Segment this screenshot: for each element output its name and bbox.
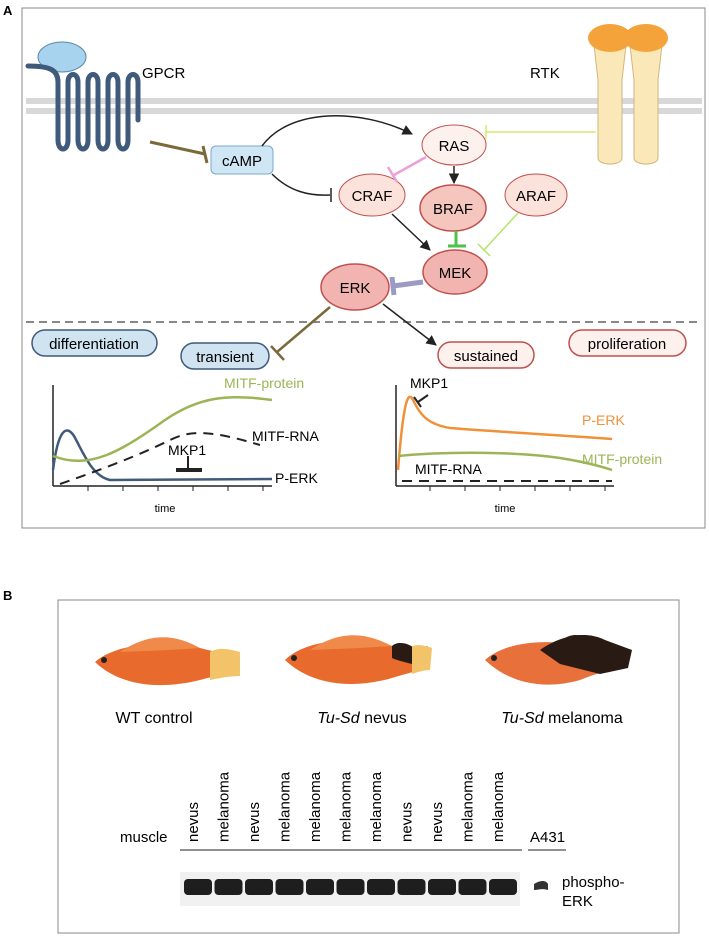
blot-band <box>397 879 426 895</box>
blot-lane-label: melanoma <box>216 771 233 842</box>
fish-label-wt: WT control <box>115 710 192 727</box>
differentiation-label: differentiation <box>49 336 139 353</box>
erk-to-transient-edge <box>270 306 331 361</box>
blot-band <box>336 879 365 895</box>
western-blot <box>180 872 548 906</box>
blot-band <box>306 879 334 895</box>
right-mkp1-label: MKP1 <box>410 375 448 391</box>
panel-b-label: B <box>3 588 12 603</box>
band-label-line2: ERK <box>562 893 593 910</box>
braf-node <box>419 184 487 232</box>
mek-label: MEK <box>439 265 472 282</box>
left-mitf-protein-label: MITF-protein <box>224 375 304 391</box>
blot-lane-label: melanoma <box>368 771 385 842</box>
erk-to-sustained-arrow <box>382 303 437 346</box>
camp-node <box>210 145 274 175</box>
blot-band <box>275 879 304 895</box>
cell-membrane <box>26 98 702 114</box>
proliferation-box <box>568 329 687 357</box>
right-mitf-protein-curve <box>397 451 613 472</box>
fish-tu-sd-nevus <box>285 635 432 684</box>
left-mitf-rna-curve <box>59 432 261 485</box>
blot-lane-label: melanoma <box>490 771 507 842</box>
camp-inhibits-craf <box>271 173 331 196</box>
blot-band <box>489 879 517 895</box>
blot-lane-label: melanoma <box>460 771 477 842</box>
left-mitf-rna-label: MITF-RNA <box>252 428 320 444</box>
ras-to-craf-edge <box>386 155 427 183</box>
right-p-erk-label: P-ERK <box>582 412 625 428</box>
blot-muscle-label: muscle <box>120 829 168 846</box>
craf-to-mek-arrow <box>391 213 431 251</box>
blot-lane-labels: nevus melanoma nevus melanoma melanoma melano… <box>185 771 507 842</box>
gpcr-label: GPCR <box>142 65 186 82</box>
differentiation-box <box>31 329 158 357</box>
erk-label: ERK <box>340 280 371 297</box>
blot-lane-label: melanoma <box>307 771 324 842</box>
araf-to-mek-edge <box>477 212 519 257</box>
rtk-to-ras-edge <box>485 125 596 139</box>
mek-to-erk-edge <box>389 276 424 296</box>
blot-band <box>458 879 487 895</box>
transient-box <box>180 342 270 370</box>
erk-node <box>320 263 390 311</box>
right-p-erk-curve <box>396 395 613 471</box>
blot-band <box>428 879 456 895</box>
blot-control-label: A431 <box>530 829 565 846</box>
blot-band <box>184 879 212 895</box>
araf-label: ARAF <box>516 188 556 205</box>
fish-label-melanoma-rest: melanoma <box>544 710 623 727</box>
blot-band <box>245 879 273 895</box>
proliferation-label: proliferation <box>588 336 666 353</box>
mek-node <box>422 249 488 295</box>
panel-a-frame <box>21 7 706 529</box>
blot-lane-label: melanoma <box>277 771 294 842</box>
band-label-line1: phospho- <box>562 874 625 891</box>
camp-label: cAMP <box>222 153 262 170</box>
fish-label-melanoma: Tu-Sd melanoma <box>501 710 623 727</box>
rtk-label: RTK <box>530 65 560 82</box>
fish-label-nevus: Tu-Sd nevus <box>317 710 407 727</box>
ras-label: RAS <box>439 138 470 155</box>
blot-band <box>367 879 395 895</box>
fish-label-nevus-italic: Tu-Sd <box>317 710 360 727</box>
right-mitf-protein-label: MITF-protein <box>582 451 662 467</box>
left-mitf-protein-curve <box>52 395 273 463</box>
rtk-receptor <box>588 24 668 165</box>
fish-wt-control <box>95 637 240 686</box>
fish-tu-sd-melanoma <box>485 635 632 685</box>
left-p-erk-label: P-ERK <box>275 470 318 486</box>
left-time-label: time <box>155 503 176 515</box>
ras-node <box>421 124 487 166</box>
fish-label-nevus-rest: nevus <box>360 710 407 727</box>
panel-b-frame <box>57 599 680 934</box>
blot-band <box>214 879 243 895</box>
transient-label: transient <box>196 349 254 366</box>
right-time-plot <box>395 385 614 491</box>
braf-label: BRAF <box>433 201 473 218</box>
braf-to-mek-edge <box>448 231 466 248</box>
gpcr-receptor <box>25 41 141 152</box>
blot-lane-label: nevus <box>429 802 446 842</box>
sustained-label: sustained <box>454 348 518 365</box>
craf-node <box>338 173 406 217</box>
right-mitf-rna-label: MITF-RNA <box>415 461 483 477</box>
fish-label-wt-plain: WT control <box>115 710 192 727</box>
left-mkp1-label: MKP1 <box>168 442 206 458</box>
panel-a-label: A <box>3 3 13 18</box>
fish-label-melanoma-italic: Tu-Sd <box>501 710 544 727</box>
right-time-label: time <box>495 503 516 515</box>
camp-to-ras-arrow <box>261 115 413 147</box>
sustained-box <box>437 341 535 369</box>
gpcr-to-camp-edge <box>149 140 209 164</box>
left-p-erk-curve <box>51 429 273 482</box>
blot-lane-label: nevus <box>185 802 202 842</box>
blot-lane-label: melanoma <box>338 771 355 842</box>
blot-lane-label: nevus <box>246 802 263 842</box>
craf-label: CRAF <box>352 188 393 205</box>
araf-node <box>504 173 568 217</box>
blot-lane-label: nevus <box>399 802 416 842</box>
left-time-plot <box>51 385 273 491</box>
